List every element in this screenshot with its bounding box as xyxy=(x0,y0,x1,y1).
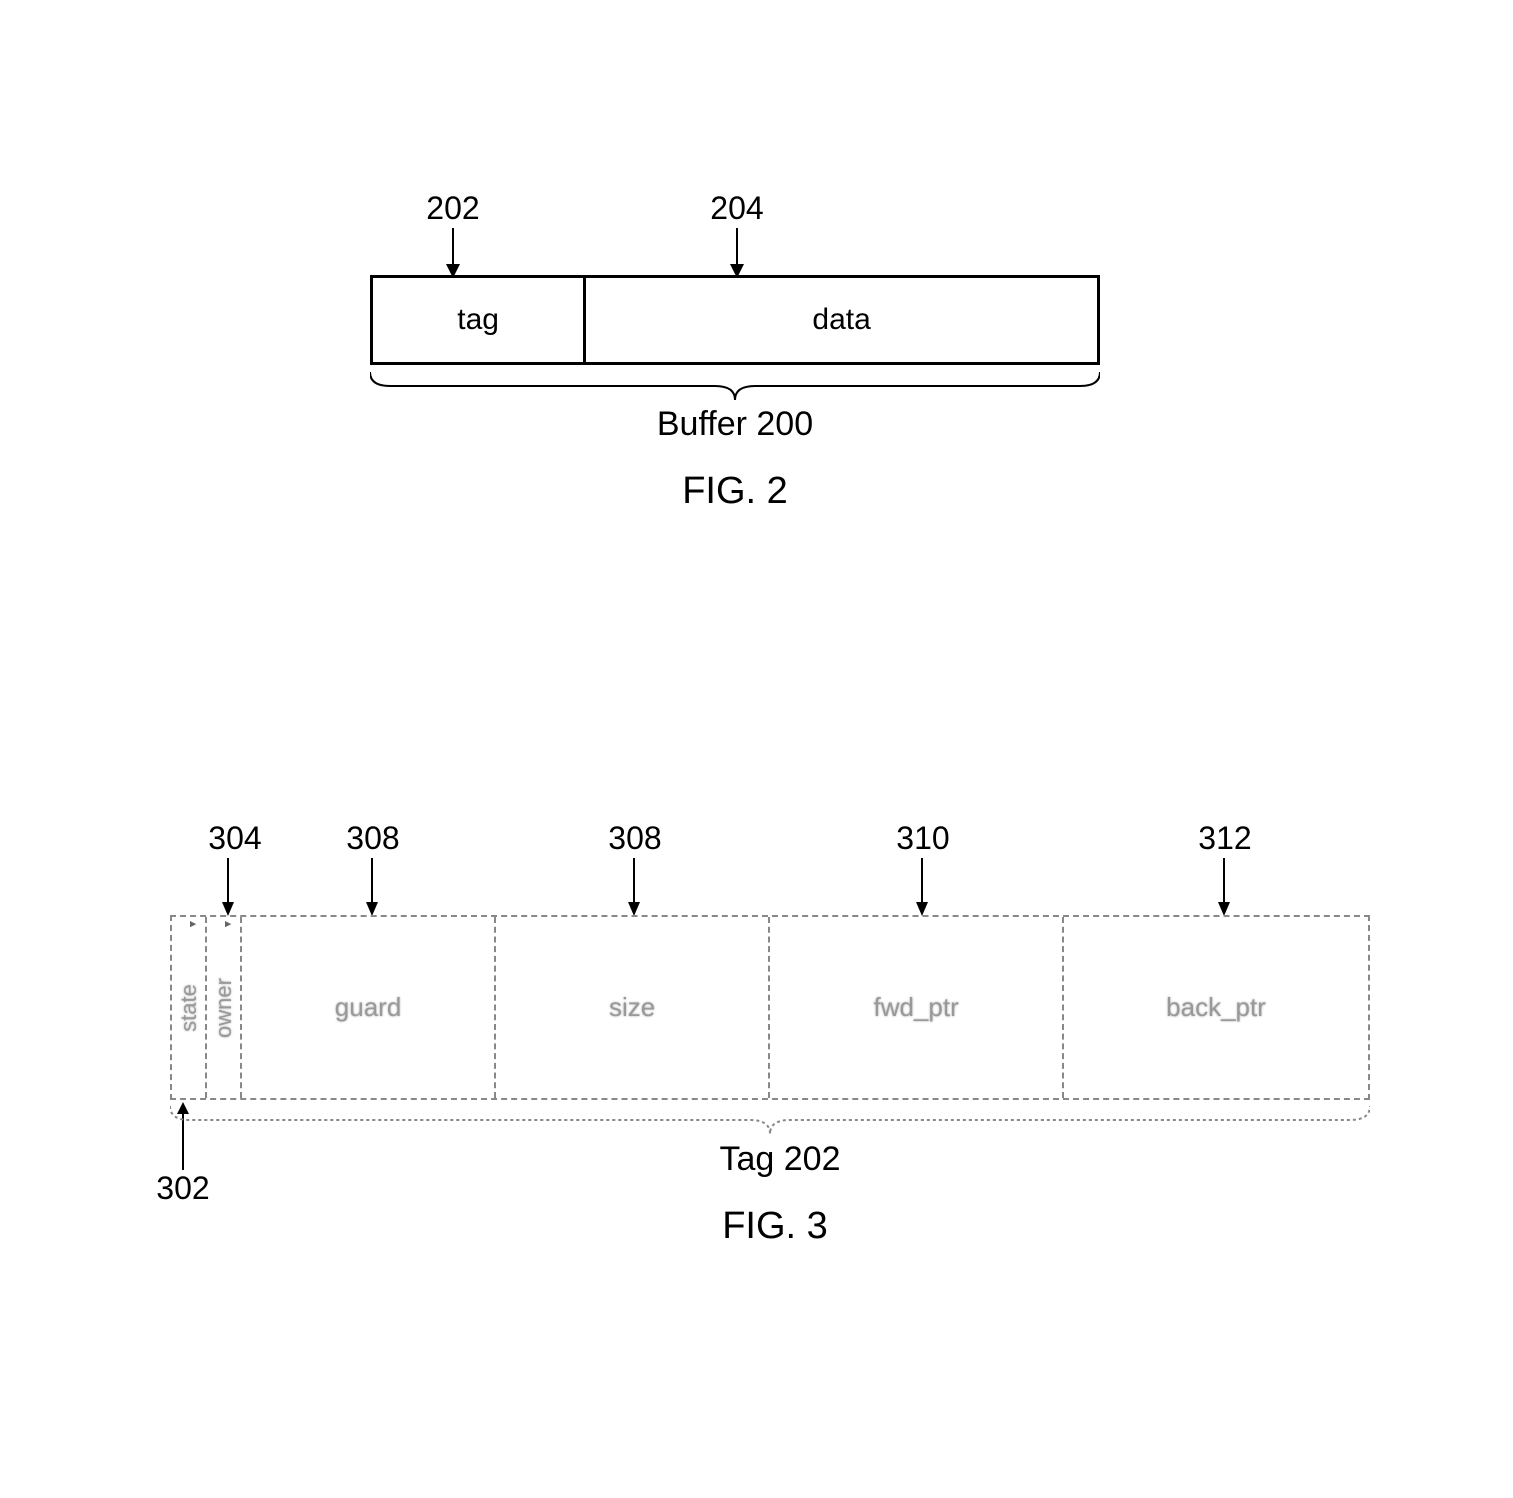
cell-label: back_ptr xyxy=(1166,992,1266,1023)
tag-cell-state: state xyxy=(172,917,207,1098)
tag-cell-owner: owner xyxy=(207,917,242,1098)
brace-fig2 xyxy=(370,368,1100,404)
ref-arrow-308b xyxy=(624,858,644,918)
ref-arrow-line-204 xyxy=(736,228,738,266)
buffer-cell-tag: tag xyxy=(373,278,586,362)
ref-label-308a: 308 xyxy=(338,820,408,857)
cell-tick-icon xyxy=(190,921,196,927)
ref-label-310: 310 xyxy=(888,820,958,857)
cell-label: tag xyxy=(457,303,499,337)
ref-label-204: 204 xyxy=(702,190,772,227)
cell-tick-icon xyxy=(225,921,231,927)
ref-label-308b: 308 xyxy=(600,820,670,857)
buffer-caption: Buffer 200 xyxy=(635,405,835,444)
tag-box: state owner guard size fwd_ptr back_ptr xyxy=(170,915,1370,1100)
ref-arrow-312 xyxy=(1214,858,1234,918)
cell-label: guard xyxy=(335,992,402,1023)
cell-label: data xyxy=(812,303,870,337)
cell-label: size xyxy=(609,992,655,1023)
tag-cell-guard: guard xyxy=(242,917,496,1098)
ref-label-202: 202 xyxy=(418,190,488,227)
tag-cell-size: size xyxy=(496,917,770,1098)
ref-arrow-line-202 xyxy=(452,228,454,266)
cell-label: state xyxy=(176,984,202,1032)
tag-caption: Tag 202 xyxy=(700,1140,860,1179)
ref-label-312: 312 xyxy=(1190,820,1260,857)
ref-arrow-304 xyxy=(218,858,238,918)
ref-arrow-310 xyxy=(912,858,932,918)
ref-label-304: 304 xyxy=(200,820,270,857)
fig3-label: FIG. 3 xyxy=(700,1205,850,1248)
cell-label: owner xyxy=(211,978,237,1038)
buffer-box: tag data xyxy=(370,275,1100,365)
brace-fig3 xyxy=(170,1102,1370,1138)
ref-label-302: 302 xyxy=(148,1170,218,1207)
tag-cell-backptr: back_ptr xyxy=(1064,917,1368,1098)
buffer-cell-data: data xyxy=(586,278,1097,362)
tag-cell-fwdptr: fwd_ptr xyxy=(770,917,1064,1098)
cell-label: fwd_ptr xyxy=(873,992,958,1023)
fig2-label: FIG. 2 xyxy=(660,470,810,513)
ref-arrow-308a xyxy=(362,858,382,918)
